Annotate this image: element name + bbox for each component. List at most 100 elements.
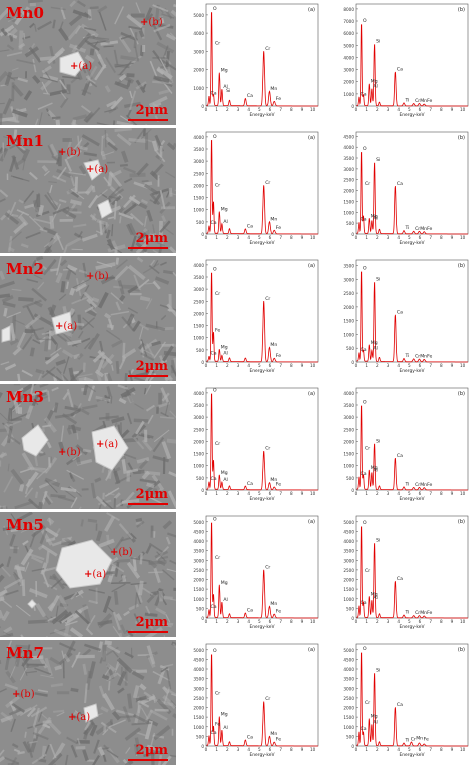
peak-label: O xyxy=(213,267,217,273)
peak-label: Mn xyxy=(270,216,277,222)
peak-label: Mg xyxy=(221,580,228,586)
x-tick-label: 10 xyxy=(460,107,466,112)
peak-label: Ca xyxy=(211,350,217,356)
y-tick-label: 3500 xyxy=(193,403,204,408)
y-tick-label: 3500 xyxy=(193,677,204,682)
y-tick-label: 3500 xyxy=(343,549,354,554)
peak-label: Al xyxy=(373,346,377,352)
crosshair-icon: + xyxy=(96,439,105,450)
y-tick-label: 2000 xyxy=(343,189,354,194)
peak-label: Fe xyxy=(424,737,429,743)
peak-label: Cr xyxy=(265,564,270,570)
x-tick-label: 4 xyxy=(397,363,400,368)
y-tick-label: 8000 xyxy=(343,7,354,12)
x-tick-label: 6 xyxy=(419,107,422,112)
x-tick-label: 10 xyxy=(460,747,466,752)
crosshair-icon: + xyxy=(70,61,79,72)
y-tick-label: 3000 xyxy=(343,167,354,172)
spectrum-line xyxy=(206,393,318,491)
x-tick-label: 7 xyxy=(429,747,432,752)
x-tick-label: 9 xyxy=(301,235,304,240)
y-tick-label: 5000 xyxy=(193,13,204,18)
x-axis-label: Energy-keV xyxy=(250,368,275,374)
x-tick-label: 6 xyxy=(419,363,422,368)
y-tick-label: 2500 xyxy=(343,427,354,432)
y-tick-label: 500 xyxy=(346,734,354,739)
peak-label: Cr xyxy=(265,446,270,452)
spectrum-line xyxy=(206,139,318,235)
y-tick-label: 1000 xyxy=(193,597,204,602)
y-tick-label: 1500 xyxy=(343,319,354,324)
peak-label: Ca xyxy=(397,453,403,459)
y-tick-label: 0 xyxy=(201,616,204,621)
y-tick-label: 3000 xyxy=(343,558,354,563)
peak-label: Fe xyxy=(276,482,281,488)
peak-label: Ti xyxy=(405,610,410,616)
sample-label: Mn1 xyxy=(6,132,44,150)
y-tick-label: 0 xyxy=(201,360,204,365)
y-tick-label: 1000 xyxy=(343,92,354,97)
sem-image-mn5: Mn5 +(a) +(b) 2μm xyxy=(0,512,176,637)
crystal-particle xyxy=(21,424,49,457)
x-tick-label: 7 xyxy=(279,235,282,240)
spectrum-line xyxy=(206,522,318,619)
marker-a-label: (a) xyxy=(78,61,93,72)
y-tick-label: 3500 xyxy=(193,275,204,280)
x-tick-label: 5 xyxy=(408,619,411,624)
eds-a-svg: 0 500 1000 1500 2000 2500 3000 3500 4000 0 1 2 3 4 5 6 7… xyxy=(193,259,319,374)
eds-spectrum-a: 0 1000 2000 3000 4000 5000 0 1 2 3 4 5 6 7 8 9 10 Energy-… xyxy=(180,0,326,122)
x-tick-label: 1 xyxy=(215,491,218,496)
marker-a-label: (a) xyxy=(94,164,109,175)
x-tick-label: 3 xyxy=(237,235,240,240)
x-tick-label: 0 xyxy=(355,619,358,624)
x-tick-label: 0 xyxy=(205,619,208,624)
x-tick-label: 0 xyxy=(205,747,208,752)
peak-label: Cr xyxy=(215,291,220,297)
spectrum-line xyxy=(356,24,468,107)
peak-label: Ca xyxy=(397,310,403,316)
y-tick-label: 0 xyxy=(201,232,204,237)
peak-label: Ca xyxy=(211,91,217,97)
x-tick-label: 3 xyxy=(237,107,240,112)
eds-spectrum-b: 0 1000 2000 3000 4000 5000 6000 7000 8000 0 1 2 3 4 5 6… xyxy=(330,0,474,122)
peak-label: Mn xyxy=(270,731,277,737)
x-tick-label: 10 xyxy=(310,363,316,368)
eds-b-svg: 0 500 1000 1500 2000 2500 3000 3500 4000 4500 0 1 2 3… xyxy=(343,131,469,246)
peak-label: Cr xyxy=(215,40,220,46)
x-axis-label: Energy-keV xyxy=(250,240,275,246)
peak-label: O xyxy=(213,648,217,654)
x-axis-label: Energy-keV xyxy=(250,752,275,758)
x-tick-label: 2 xyxy=(226,747,229,752)
peak-label: Cr xyxy=(265,180,270,186)
x-tick-label: 2 xyxy=(226,363,229,368)
x-tick-label: 3 xyxy=(237,491,240,496)
scale-bar-label: 2μm xyxy=(135,487,168,502)
panel-tag: (b) xyxy=(458,7,465,13)
y-tick-label: 4000 xyxy=(193,391,204,396)
x-tick-label: 9 xyxy=(301,107,304,112)
x-tick-label: 2 xyxy=(376,235,379,240)
peak-label: Al xyxy=(373,216,377,222)
peak-label: Ca xyxy=(361,471,367,477)
peak-label: Al xyxy=(223,477,227,483)
y-tick-label: 2000 xyxy=(343,80,354,85)
scale-bar-label: 2μm xyxy=(135,743,168,758)
eds-spectrum-a: 0 500 1000 1500 2000 2500 3000 3500 4000 4500 5000… xyxy=(180,512,326,634)
y-tick-label: 500 xyxy=(346,606,354,611)
x-tick-label: 7 xyxy=(429,491,432,496)
peak-label: O xyxy=(363,520,367,526)
peak-label: CrMnFe xyxy=(415,98,432,104)
sample-label: Mn2 xyxy=(6,260,44,278)
peak-label: Ca xyxy=(211,476,217,482)
x-tick-label: 0 xyxy=(355,363,358,368)
y-tick-label: 1000 xyxy=(193,336,204,341)
x-tick-label: 0 xyxy=(205,363,208,368)
eds-spectrum-b: 0 500 1000 1500 2000 2500 3000 3500 0 1 2 3 4 5 6 7 8 9 10… xyxy=(330,256,474,378)
crystal-particle xyxy=(97,199,113,219)
scale-bar-label: 2μm xyxy=(135,615,168,630)
x-tick-label: 3 xyxy=(387,747,390,752)
y-tick-label: 5000 xyxy=(343,520,354,525)
x-tick-label: 10 xyxy=(460,363,466,368)
peak-label: Cr xyxy=(215,555,220,561)
peak-label: Al xyxy=(373,719,377,725)
